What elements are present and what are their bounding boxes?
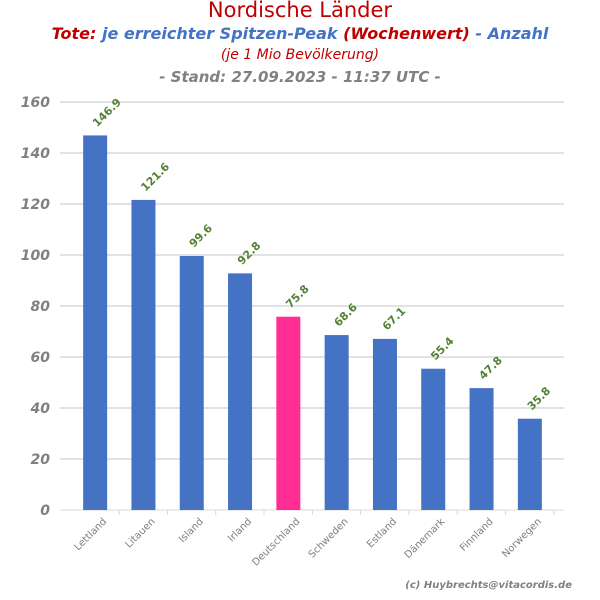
data-label: 92.8 — [235, 239, 263, 267]
data-label: 47.8 — [476, 354, 504, 382]
y-tick-label: 80 — [31, 299, 51, 315]
bar — [372, 338, 397, 510]
x-tick-label: Estland — [365, 516, 399, 550]
chart-subtitle: Tote: je erreichter Spitzen-Peak (Wochen… — [0, 24, 600, 43]
x-tick-label: Finnland — [458, 516, 496, 554]
y-tick-label: 140 — [21, 146, 50, 162]
bar — [83, 135, 108, 510]
bar — [276, 316, 301, 510]
bar — [228, 273, 253, 510]
y-tick-label: 40 — [30, 401, 51, 417]
y-tick-label: 20 — [31, 452, 51, 468]
x-tick-label: Irland — [226, 516, 254, 544]
subtitle-part: je erreichter Spitzen-Peak — [101, 24, 338, 43]
y-tick-label: 160 — [21, 95, 50, 111]
subtitle-part: (Wochenwert) — [343, 24, 470, 43]
x-tick-label: Litauen — [123, 516, 157, 550]
chart-subtitle-2: (je 1 Mio Bevölkerung) — [220, 47, 380, 63]
y-tick-label: 0 — [40, 503, 50, 519]
y-tick-label: 60 — [31, 350, 51, 366]
bar — [421, 368, 446, 510]
x-tick-label: Lettland — [73, 516, 110, 553]
x-tick-label: Deutschland — [250, 516, 302, 568]
data-label: 99.6 — [187, 222, 216, 251]
data-label: 55.4 — [428, 334, 457, 363]
data-label: 67.1 — [380, 305, 408, 333]
data-label: 146.9 — [90, 96, 124, 130]
y-tick-label: 120 — [21, 197, 50, 213]
chart-title: Nordische Länder — [207, 0, 393, 22]
bar — [179, 256, 204, 510]
bar — [469, 388, 494, 510]
y-tick-label: 100 — [21, 248, 50, 264]
data-label: 68.6 — [332, 301, 361, 330]
data-label: 121.6 — [138, 160, 172, 194]
chart-date: - Stand: 27.09.2023 - 11:37 UTC - — [159, 68, 441, 86]
x-tick-label: Norwegen — [500, 516, 544, 560]
credit-text: (c) Huybrechts@vitacordis.de — [405, 580, 572, 591]
bar — [517, 418, 542, 510]
x-tick-label: Schweden — [307, 516, 351, 560]
x-tick-label: Island — [177, 516, 206, 545]
bar — [324, 335, 349, 510]
x-tick-label: Dänemark — [403, 516, 448, 561]
subtitle-part: - Anzahl — [475, 24, 549, 43]
subtitle-part: Tote: — [51, 24, 97, 43]
bar — [131, 199, 156, 511]
